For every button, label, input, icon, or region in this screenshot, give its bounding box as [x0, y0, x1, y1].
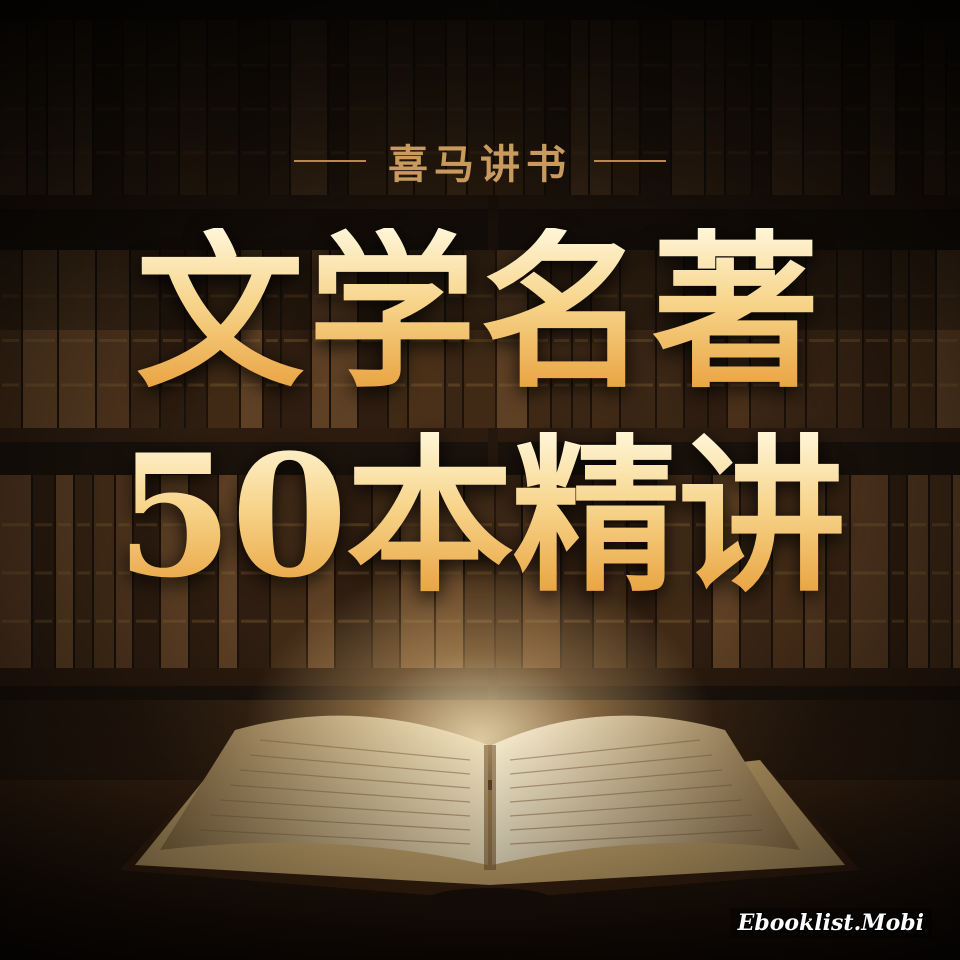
- series-label: 喜马讲书: [388, 141, 572, 188]
- watermark: Ebooklist.Mobi: [729, 908, 932, 938]
- series-title: 喜马讲书: [0, 136, 960, 188]
- headline-line-1: 文学名著: [0, 228, 960, 396]
- headline-line-2: 50本精讲: [0, 432, 960, 600]
- rule-right: [594, 160, 666, 162]
- rule-left: [294, 160, 366, 162]
